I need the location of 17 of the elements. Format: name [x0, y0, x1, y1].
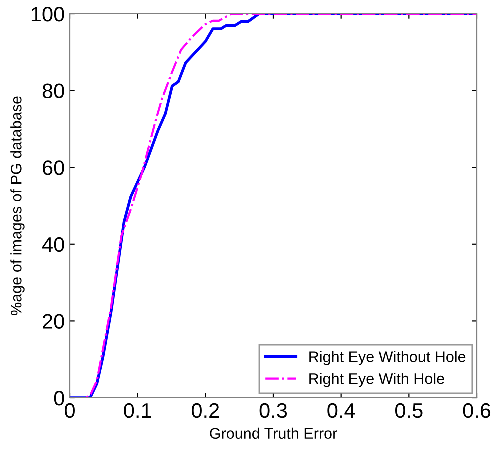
y-tick-label: 40	[42, 237, 64, 252]
x-tick-label: 0	[65, 403, 75, 418]
x-tick-label: 0.4	[328, 403, 356, 418]
x-tick-label: 0.6	[463, 403, 491, 418]
y-axis-title: %age of images of PG database	[10, 96, 25, 316]
y-tick-label: 20	[43, 314, 64, 329]
x-tick-label: 0.1	[124, 403, 152, 418]
x-tick-label: 0.2	[192, 403, 220, 418]
legend-label: Right Eye With Hole	[310, 373, 444, 388]
x-tick-label: 0.5	[396, 403, 423, 418]
x-tick-label: 0.3	[260, 403, 288, 418]
y-tick-label: 60	[43, 160, 64, 176]
y-tick-label: 0	[54, 391, 64, 406]
legend-label: Right Eye Without Hole	[310, 351, 466, 366]
y-tick-label: 80	[42, 84, 64, 99]
y-tick-label: 100	[32, 7, 64, 22]
x-axis-title: Ground Truth Error	[210, 428, 338, 440]
